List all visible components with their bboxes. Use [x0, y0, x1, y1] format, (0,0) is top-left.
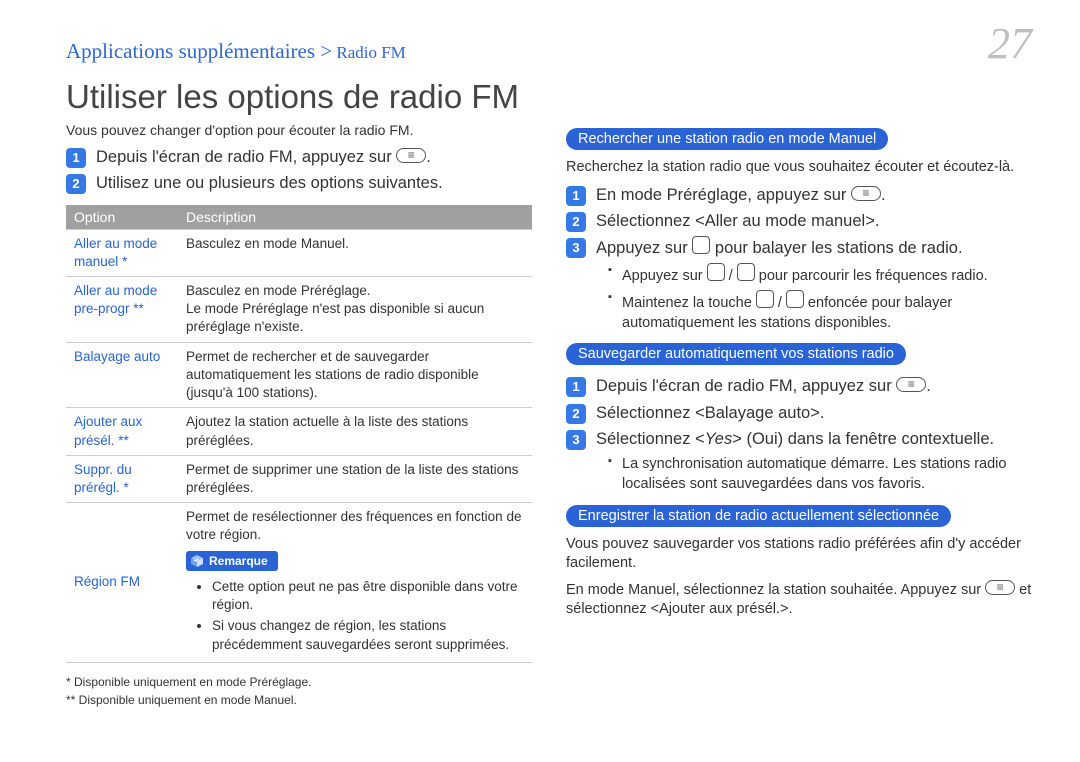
step-text: Utilisez une ou plusieurs des options su…: [96, 172, 532, 194]
nav-key-icon: [786, 290, 804, 308]
menu-key-icon: [896, 377, 926, 392]
step-text: Depuis l'écran de radio FM, appuyez sur …: [96, 146, 532, 168]
step-number: 2: [66, 174, 86, 194]
breadcrumb-main: Applications supplémentaires >: [66, 39, 332, 63]
table-row: Ajouter aux présél. ** Ajoutez la statio…: [66, 408, 532, 455]
left-column: Vous pouvez changer d'option pour écoute…: [66, 122, 532, 742]
section-heading: Enregistrer la station de radio actuelle…: [566, 505, 951, 527]
intro-text: Vous pouvez changer d'option pour écoute…: [66, 122, 532, 138]
step-number: 1: [566, 186, 586, 206]
remarque-item: Cette option peut ne pas être disponible…: [212, 578, 524, 614]
nav-key-icon: [692, 236, 710, 254]
option-desc: Permet de rechercher et de sauvegarder a…: [178, 342, 532, 408]
step-number: 1: [566, 377, 586, 397]
nav-key-icon: [737, 263, 755, 281]
step-r1-2: 2 Sélectionnez <Aller au mode manuel>.: [566, 210, 1032, 232]
option-name: Ajouter aux présél. **: [66, 408, 178, 455]
remarque-badge: Remarque: [186, 551, 278, 571]
menu-key-icon: [985, 580, 1015, 595]
step-r2-3: 3 Sélectionnez <Yes> (Oui) dans la fenêt…: [566, 428, 1032, 450]
option-desc: Basculez en mode Préréglage. Le mode Pré…: [178, 276, 532, 342]
step-r2-2: 2 Sélectionnez <Balayage auto>.: [566, 402, 1032, 424]
menu-key-icon: [851, 186, 881, 201]
menu-key-icon: [396, 148, 426, 163]
breadcrumb-sub: Radio FM: [332, 43, 406, 62]
options-table: Option Description Aller au mode manuel …: [66, 205, 532, 663]
bullet-item: Appuyez sur / pour parcourir les fréquen…: [608, 263, 1032, 286]
step-number: 3: [566, 430, 586, 450]
bullet-list: La synchronisation automatique démarre. …: [608, 454, 1032, 495]
section-para: Vous pouvez sauvegarder vos stations rad…: [566, 535, 1032, 574]
table-row: Aller au mode manuel * Basculez en mode …: [66, 229, 532, 276]
step-r1-1: 1 En mode Préréglage, appuyez sur .: [566, 184, 1032, 206]
remarque-list: Cette option peut ne pas être disponible…: [212, 578, 524, 654]
bullet-item: La synchronisation automatique démarre. …: [608, 454, 1032, 495]
section-para: En mode Manuel, sélectionnez la station …: [566, 580, 1032, 620]
section-heading: Rechercher une station radio en mode Man…: [566, 128, 888, 150]
nav-key-icon: [707, 263, 725, 281]
section-para: Recherchez la station radio que vous sou…: [566, 158, 1032, 178]
step-number: 2: [566, 212, 586, 232]
bullet-item: Maintenez la touche / enfoncée pour bala…: [608, 290, 1032, 334]
step-1: 1 Depuis l'écran de radio FM, appuyez su…: [66, 146, 532, 168]
remarque-item: Si vous changez de région, les stations …: [212, 617, 524, 653]
option-name: Suppr. du prérégl. *: [66, 455, 178, 502]
page-number: 27: [988, 22, 1032, 66]
footnote: * Disponible uniquement en mode Prérégla…: [66, 673, 532, 691]
nav-key-icon: [756, 290, 774, 308]
footnote: ** Disponible uniquement en mode Manuel.: [66, 691, 532, 709]
option-desc: Permet de supprimer une station de la li…: [178, 455, 532, 502]
step-number: 1: [66, 148, 86, 168]
step-2: 2 Utilisez une ou plusieurs des options …: [66, 172, 532, 194]
option-name: Région FM: [66, 503, 178, 663]
footnotes: * Disponible uniquement en mode Prérégla…: [66, 673, 532, 709]
step-r2-1: 1 Depuis l'écran de radio FM, appuyez su…: [566, 375, 1032, 397]
table-row: Balayage auto Permet de rechercher et de…: [66, 342, 532, 408]
page-title: Utiliser les options de radio FM: [66, 78, 1032, 116]
remarque-label: Remarque: [209, 553, 268, 569]
option-name: Aller au mode pre-progr **: [66, 276, 178, 342]
table-header-desc: Description: [178, 205, 532, 230]
option-desc-region: Permet de resélectionner des fréquences …: [178, 503, 532, 663]
cube-icon: [190, 554, 204, 568]
step-r1-3: 3 Appuyez sur pour balayer les stations …: [566, 236, 1032, 259]
option-name: Balayage auto: [66, 342, 178, 408]
right-column: Rechercher une station radio en mode Man…: [566, 122, 1032, 742]
breadcrumb: Applications supplémentaires > Radio FM: [66, 39, 406, 64]
table-row: Région FM Permet de resélectionner des f…: [66, 503, 532, 663]
option-desc: Ajoutez la station actuelle à la liste d…: [178, 408, 532, 455]
step-number: 2: [566, 404, 586, 424]
table-header-option: Option: [66, 205, 178, 230]
section-heading: Sauvegarder automatiquement vos stations…: [566, 343, 906, 365]
table-row: Suppr. du prérégl. * Permet de supprimer…: [66, 455, 532, 502]
table-row: Aller au mode pre-progr ** Basculez en m…: [66, 276, 532, 342]
bullet-list: Appuyez sur / pour parcourir les fréquen…: [608, 263, 1032, 333]
step-number: 3: [566, 238, 586, 258]
option-desc: Basculez en mode Manuel.: [178, 229, 532, 276]
option-name: Aller au mode manuel *: [66, 229, 178, 276]
